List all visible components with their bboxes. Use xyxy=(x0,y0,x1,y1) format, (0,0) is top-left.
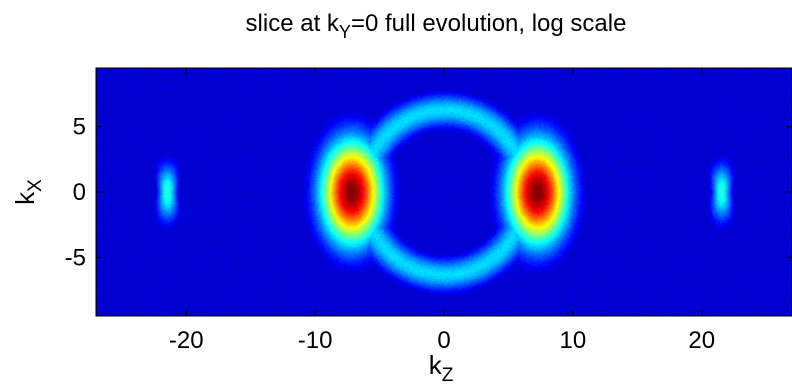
x-tick-label: -20 xyxy=(169,327,204,354)
plot-area xyxy=(95,67,792,317)
x-tick-label: 0 xyxy=(437,327,450,354)
x-tick-label: 10 xyxy=(560,327,587,354)
y-tick-label: 5 xyxy=(73,114,86,141)
y-tick-label: -5 xyxy=(65,244,86,271)
heatmap-image xyxy=(96,68,792,316)
y-tick-label: 0 xyxy=(73,179,86,206)
y-axis-label: kX xyxy=(10,179,46,205)
axis-ticks: -20 -10 0 10 20 -5 0 5 xyxy=(65,68,792,354)
chart-title: slice at kY=0 full evolution, log scale xyxy=(246,10,627,42)
x-tick-label: 20 xyxy=(688,327,715,354)
x-axis-label: kZ xyxy=(429,350,454,386)
x-tick-label: -10 xyxy=(298,327,333,354)
